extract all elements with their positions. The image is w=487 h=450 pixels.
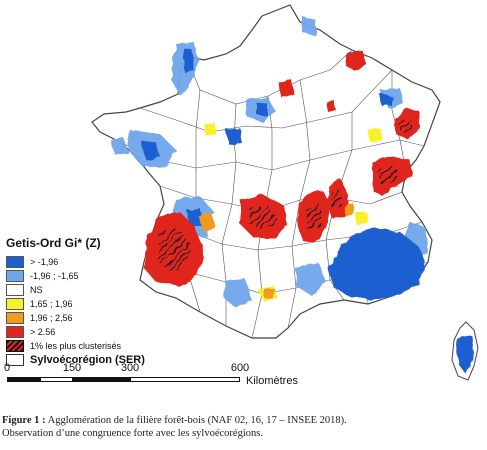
legend-item: > -1,96 (6, 255, 206, 268)
legend-swatch (6, 269, 24, 282)
caption-line-1: Agglomération de la filière forêt-bois (… (47, 415, 347, 426)
scale-tick-600: 600 (230, 362, 250, 374)
legend-label: -1,96 ; -1,65 (30, 270, 79, 281)
legend-label: > 2.56 (30, 326, 56, 337)
scale-segment (40, 377, 73, 382)
legend-item: 1,96 ; 2,56 (6, 311, 206, 324)
legend-label: NS (30, 284, 43, 295)
scale-segment (130, 377, 240, 382)
legend-swatch (6, 297, 24, 310)
legend-label: 1,65 ; 1,96 (30, 298, 73, 309)
scale-tick-0: 0 (3, 362, 11, 374)
legend-label: 1,96 ; 2,56 (30, 312, 73, 323)
legend-item: 1,65 ; 1,96 (6, 297, 206, 310)
scale-segment (7, 377, 40, 382)
legend-swatch (6, 311, 24, 324)
legend-swatch (6, 283, 24, 296)
legend-item: -1,96 ; -1,65 (6, 269, 206, 282)
legend-item: 1% les plus clusterisés (6, 339, 206, 352)
legend-swatch (6, 325, 24, 338)
legend-label: > -1,96 (30, 256, 59, 267)
figure-caption: Figure 1 : Agglomération de la filière f… (2, 414, 486, 440)
legend-title: Getis-Ord Gi* (Z) (6, 236, 101, 250)
legend-swatch (6, 353, 24, 366)
legend-swatch (6, 255, 24, 268)
figure-label: Figure 1 : (2, 415, 46, 426)
legend-item: NS (6, 283, 206, 296)
scale-tick-150: 150 (62, 362, 82, 374)
legend-item: > 2.56 (6, 325, 206, 338)
caption-line-2: Observation d’une congruence forte avec … (2, 428, 263, 439)
legend-item: Sylvoécorégion (SER) (6, 353, 206, 366)
scale-unit: Kilomètres (246, 375, 298, 387)
map-legend: Getis-Ord Gi* (Z) > -1,96 -1,96 ; -1,65 NS… (6, 236, 206, 367)
legend-label: Sylvoécorégion (SER) (30, 353, 145, 366)
scale-tick-300: 300 (120, 362, 140, 374)
legend-swatch (6, 339, 24, 352)
scale-segment (73, 377, 130, 382)
legend-label: 1% les plus clusterisés (30, 340, 122, 351)
clusters-top-1pct (158, 118, 414, 272)
scale-bar: 0 150 300 600 Kilomètres (3, 362, 316, 392)
